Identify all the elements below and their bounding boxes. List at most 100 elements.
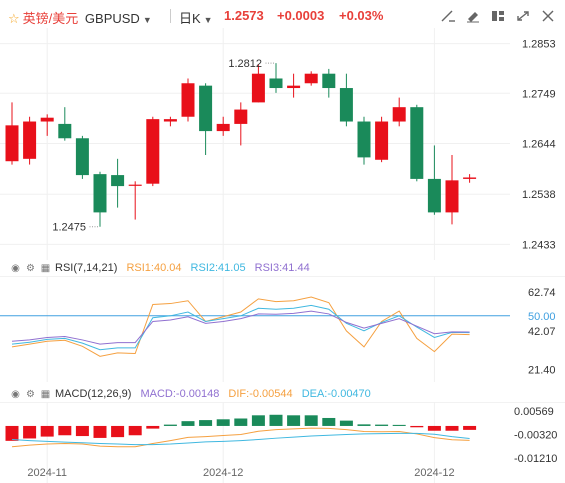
period-selector[interactable]: 日K ▼ (179, 8, 213, 27)
draw-line-icon[interactable] (440, 9, 456, 23)
macd-hist-bar (445, 425, 459, 431)
y-tick-label: 42.07 (528, 326, 556, 338)
macd-hist-bar (23, 425, 37, 439)
macd-hist-bar (251, 415, 265, 426)
y-tick-label: 21.40 (528, 365, 556, 377)
y-tick-label: 50.00 (528, 311, 556, 323)
macd-line-dif (11, 427, 470, 448)
candle-body (251, 73, 265, 103)
header-bar: ☆ 英镑/美元 GBPUSD ▼ 日K ▼ 1.2573 +0.0003 +0.03% (0, 0, 565, 28)
symbol-selector[interactable]: ☆ 英镑/美元 GBPUSD ▼ (8, 8, 152, 27)
rsi-line-rsi2 (11, 304, 470, 351)
symbol-code: GBPUSD (84, 11, 140, 26)
candle-body (427, 178, 441, 213)
price-change-pct: +0.03% (339, 8, 384, 23)
price-chart: 1.2853 1.2749 1.2644 1.2538 1.2433 1.2812 1.24… (0, 28, 556, 260)
candle-body (463, 177, 477, 179)
macd-hist-bar (287, 415, 301, 426)
candle-body (5, 125, 19, 162)
candle-body (93, 174, 107, 213)
chevron-down-icon[interactable]: ▼ (203, 15, 213, 25)
candle-body (392, 107, 406, 122)
candle-body (410, 107, 424, 179)
candle-body (163, 119, 177, 122)
macd-hist-bar (199, 420, 213, 426)
macd-hist-bar (269, 414, 283, 426)
settings-icon[interactable]: ⚙ (26, 389, 35, 400)
symbol-name: 英镑/美元 (22, 11, 79, 26)
rsi-line-rsi3 (11, 310, 470, 345)
eye-icon[interactable]: ◉ (11, 389, 20, 400)
candle-body (75, 138, 89, 176)
dea-value: DEA:-0.00470 (301, 388, 371, 400)
candle-body (199, 85, 213, 132)
low-label: 1.2475 (52, 222, 86, 234)
macd-hist-bar (339, 420, 353, 426)
y-tick-label: 1.2433 (522, 239, 556, 251)
macd-hist-bar (111, 425, 125, 438)
macd-value: MACD:-0.00148 (140, 388, 220, 400)
grid-icon[interactable]: ▦ (40, 389, 51, 400)
candle-body (58, 123, 72, 139)
macd-hist-bar (410, 425, 424, 428)
rsi-chart: 62.74 50.00 42.07 21.40 (0, 276, 565, 382)
candle-body (128, 184, 142, 186)
macd-hist-bar (5, 425, 19, 441)
candle-body (40, 117, 54, 122)
high-label: 1.2812 (228, 58, 262, 70)
macd-hist-bar (181, 421, 195, 426)
macd-hist-bar (463, 425, 477, 430)
price-change: +0.0003 (277, 8, 325, 23)
y-tick-label: 1.2853 (522, 39, 556, 51)
macd-hist-bar (58, 425, 72, 436)
macd-chart: 0.00569 -0.00320 -0.01210 2024-11 2024-12 202… (0, 402, 565, 483)
candle-body (216, 123, 230, 132)
macd-hist-bar (375, 424, 389, 426)
chevron-down-icon[interactable]: ▼ (142, 15, 152, 25)
macd-hist-bar (234, 418, 248, 426)
grid-icon[interactable]: ▦ (40, 263, 51, 274)
macd-legend: ◉ ⚙ ▦ MACD(12,26,9) MACD:-0.00148 DIF:-0.00… (10, 388, 371, 400)
candle-body (304, 73, 318, 84)
x-tick-label: 2024-12 (203, 467, 243, 479)
period-label: 日K (179, 11, 201, 26)
paint-icon[interactable] (465, 9, 481, 23)
settings-icon[interactable]: ⚙ (26, 263, 35, 274)
macd-hist-bar (304, 415, 318, 426)
y-tick-label: 0.00569 (514, 406, 554, 418)
last-price: 1.2573 (224, 8, 264, 23)
y-tick-label: 62.74 (528, 287, 556, 299)
macd-hist-bar (75, 425, 89, 437)
expand-icon[interactable] (515, 9, 531, 23)
star-icon[interactable]: ☆ (8, 11, 20, 26)
candle-body (375, 121, 389, 160)
candle-body (146, 119, 160, 184)
rsi-legend: ◉ ⚙ ▦ RSI(7,14,21) RSI1:40.04 RSI2:41.05 RS… (10, 262, 310, 274)
rsi-label: RSI(7,14,21) (55, 262, 118, 274)
macd-hist-bar (163, 424, 177, 426)
y-tick-label: 1.2749 (522, 88, 556, 100)
rsi1-value: RSI1:40.04 (126, 262, 182, 274)
close-icon[interactable] (540, 9, 556, 23)
x-tick-label: 2024-11 (27, 467, 67, 479)
candle-body (287, 85, 301, 89)
rsi2-value: RSI2:41.05 (190, 262, 246, 274)
rsi-line-rsi1 (11, 296, 470, 357)
macd-hist-bar (357, 424, 371, 426)
macd-hist-bar (40, 425, 54, 437)
macd-hist-bar (146, 425, 160, 429)
rsi3-value: RSI3:41.44 (254, 262, 310, 274)
macd-hist-bar (392, 424, 406, 426)
layout-icon[interactable] (490, 9, 506, 23)
eye-icon[interactable]: ◉ (11, 263, 20, 274)
y-tick-label: 1.2644 (522, 139, 556, 151)
candle-body (445, 180, 459, 213)
macd-hist-bar (93, 425, 107, 438)
macd-hist-bar (216, 419, 230, 426)
candle-body (322, 73, 336, 89)
macd-hist-bar (427, 425, 441, 431)
y-tick-label: -0.00320 (514, 429, 557, 441)
macd-label: MACD(12,26,9) (55, 388, 132, 400)
candle-body (269, 78, 283, 89)
macd-hist-bar (322, 417, 336, 426)
